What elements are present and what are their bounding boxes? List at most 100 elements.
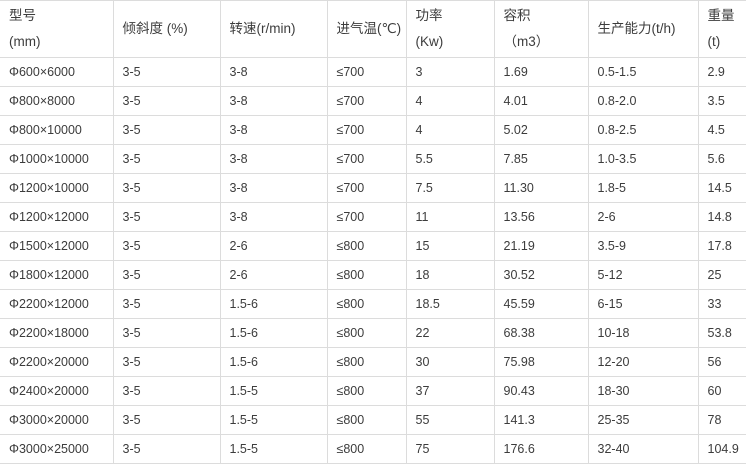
cell-model: Φ1500×12000 — [0, 232, 113, 261]
cell-temp: ≤800 — [327, 377, 406, 406]
cell-power: 3 — [406, 58, 494, 87]
cell-speed: 1.5-6 — [220, 290, 327, 319]
cell-slope: 3-5 — [113, 406, 220, 435]
cell-temp: ≤700 — [327, 174, 406, 203]
cell-model: Φ2200×20000 — [0, 348, 113, 377]
cell-volume: 4.01 — [494, 87, 588, 116]
cell-temp: ≤800 — [327, 348, 406, 377]
cell-model: Φ1200×10000 — [0, 174, 113, 203]
cell-model: Φ2200×18000 — [0, 319, 113, 348]
cell-weight: 53.8 — [698, 319, 746, 348]
cell-model: Φ2400×20000 — [0, 377, 113, 406]
cell-speed: 3-8 — [220, 116, 327, 145]
column-header-capacity-line1: 生产能力(t/h) — [598, 16, 698, 42]
cell-capacity: 18-30 — [588, 377, 698, 406]
cell-slope: 3-5 — [113, 261, 220, 290]
cell-capacity: 12-20 — [588, 348, 698, 377]
cell-capacity: 0.5-1.5 — [588, 58, 698, 87]
column-header-temp-line1: 进气温(℃) — [337, 16, 406, 42]
cell-weight: 25 — [698, 261, 746, 290]
cell-capacity: 2-6 — [588, 203, 698, 232]
cell-volume: 176.6 — [494, 435, 588, 464]
cell-weight: 104.9 — [698, 435, 746, 464]
cell-speed: 3-8 — [220, 87, 327, 116]
cell-power: 22 — [406, 319, 494, 348]
cell-capacity: 25-35 — [588, 406, 698, 435]
column-header-power-unit: (Kw) — [416, 29, 494, 55]
column-header-slope-line1: 倾斜度 (%) — [123, 16, 220, 42]
cell-weight: 5.6 — [698, 145, 746, 174]
cell-slope: 3-5 — [113, 87, 220, 116]
cell-power: 55 — [406, 406, 494, 435]
column-header-weight-line1: 重量 — [708, 3, 746, 29]
cell-power: 18.5 — [406, 290, 494, 319]
cell-slope: 3-5 — [113, 116, 220, 145]
cell-weight: 33 — [698, 290, 746, 319]
cell-speed: 1.5-6 — [220, 348, 327, 377]
cell-capacity: 1.8-5 — [588, 174, 698, 203]
cell-speed: 3-8 — [220, 174, 327, 203]
cell-model: Φ2200×12000 — [0, 290, 113, 319]
cell-speed: 2-6 — [220, 232, 327, 261]
cell-volume: 1.69 — [494, 58, 588, 87]
cell-model: Φ600×6000 — [0, 58, 113, 87]
cell-slope: 3-5 — [113, 319, 220, 348]
cell-weight: 3.5 — [698, 87, 746, 116]
cell-volume: 45.59 — [494, 290, 588, 319]
cell-slope: 3-5 — [113, 348, 220, 377]
cell-power: 11 — [406, 203, 494, 232]
column-header-capacity: 生产能力(t/h) — [588, 1, 698, 58]
cell-slope: 3-5 — [113, 145, 220, 174]
cell-temp: ≤800 — [327, 261, 406, 290]
cell-temp: ≤800 — [327, 232, 406, 261]
cell-capacity: 10-18 — [588, 319, 698, 348]
cell-temp: ≤700 — [327, 58, 406, 87]
cell-model: Φ1000×10000 — [0, 145, 113, 174]
cell-power: 4 — [406, 87, 494, 116]
cell-volume: 21.19 — [494, 232, 588, 261]
column-header-weight: 重量(t) — [698, 1, 746, 58]
cell-speed: 3-8 — [220, 58, 327, 87]
column-header-temp: 进气温(℃) — [327, 1, 406, 58]
cell-power: 37 — [406, 377, 494, 406]
cell-speed: 3-8 — [220, 145, 327, 174]
cell-slope: 3-5 — [113, 232, 220, 261]
cell-model: Φ1200×12000 — [0, 203, 113, 232]
column-header-weight-unit: (t) — [708, 29, 746, 55]
cell-temp: ≤800 — [327, 406, 406, 435]
cell-volume: 141.3 — [494, 406, 588, 435]
cell-volume: 7.85 — [494, 145, 588, 174]
table-header: 型号(mm)倾斜度 (%)转速(r/min)进气温(℃)功率(Kw)容积（m3）… — [0, 1, 746, 58]
cell-volume: 13.56 — [494, 203, 588, 232]
cell-volume: 90.43 — [494, 377, 588, 406]
cell-model: Φ1800×12000 — [0, 261, 113, 290]
column-header-volume-line1: 容积 — [504, 3, 588, 29]
column-header-model: 型号(mm) — [0, 1, 113, 58]
cell-power: 5.5 — [406, 145, 494, 174]
cell-weight: 56 — [698, 348, 746, 377]
cell-weight: 4.5 — [698, 116, 746, 145]
cell-weight: 78 — [698, 406, 746, 435]
column-header-power-line1: 功率 — [416, 3, 494, 29]
cell-power: 4 — [406, 116, 494, 145]
cell-volume: 75.98 — [494, 348, 588, 377]
cell-slope: 3-5 — [113, 203, 220, 232]
cell-model: Φ800×8000 — [0, 87, 113, 116]
cell-speed: 1.5-6 — [220, 319, 327, 348]
cell-power: 30 — [406, 348, 494, 377]
column-header-model-unit: (mm) — [9, 29, 113, 55]
column-header-volume-unit: （m3） — [504, 29, 588, 55]
cell-power: 15 — [406, 232, 494, 261]
column-header-slope: 倾斜度 (%) — [113, 1, 220, 58]
